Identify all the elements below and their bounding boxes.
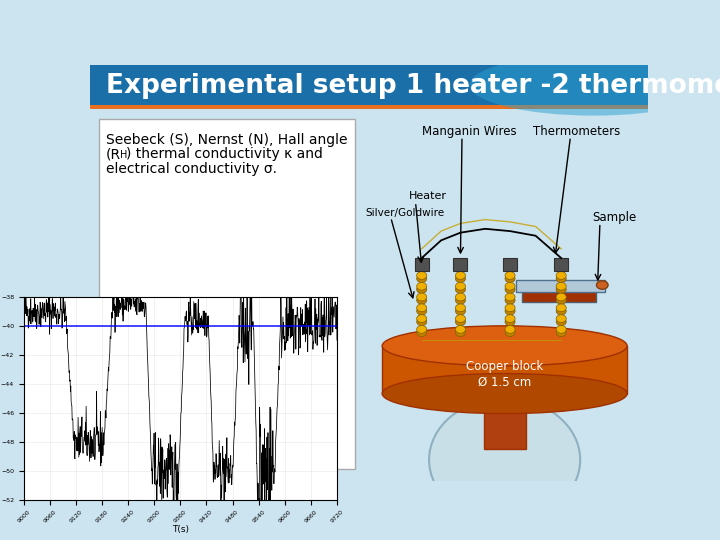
Ellipse shape [456, 318, 466, 326]
Ellipse shape [417, 329, 427, 336]
Ellipse shape [556, 326, 566, 333]
Bar [503, 258, 517, 271]
Bar [554, 258, 568, 271]
Text: Manganin Wires: Manganin Wires [423, 125, 517, 138]
Ellipse shape [556, 293, 566, 301]
Bar [415, 258, 428, 271]
Text: (R: (R [106, 147, 121, 161]
Ellipse shape [505, 272, 515, 279]
Ellipse shape [456, 329, 466, 336]
Text: electrical conductivity σ.: electrical conductivity σ. [106, 162, 276, 176]
Ellipse shape [556, 318, 566, 326]
Bar [523, 287, 596, 302]
Ellipse shape [429, 398, 580, 522]
Ellipse shape [556, 272, 566, 279]
Ellipse shape [505, 282, 515, 290]
Bar [90, 105, 648, 110]
Ellipse shape [456, 326, 466, 333]
Bar [99, 119, 355, 469]
Ellipse shape [417, 296, 427, 304]
Ellipse shape [382, 326, 627, 366]
Text: Seebeck (S), Nernst (N), Hall angle: Seebeck (S), Nernst (N), Hall angle [106, 132, 347, 146]
Bar [516, 280, 606, 292]
Ellipse shape [505, 318, 515, 326]
Bar [90, 65, 648, 105]
Ellipse shape [456, 286, 466, 293]
Ellipse shape [417, 275, 427, 282]
Text: Heater: Heater [409, 191, 447, 201]
Ellipse shape [505, 286, 515, 293]
X-axis label: T(s): T(s) [172, 525, 189, 535]
Text: ) thermal conductivity κ and: ) thermal conductivity κ and [127, 147, 323, 161]
Ellipse shape [456, 272, 466, 279]
Ellipse shape [556, 282, 566, 290]
Ellipse shape [556, 315, 566, 322]
Text: H: H [120, 150, 127, 160]
Ellipse shape [596, 281, 608, 289]
Ellipse shape [417, 318, 427, 326]
Bar [484, 394, 526, 449]
Ellipse shape [505, 315, 515, 322]
Text: Thermometers: Thermometers [533, 125, 621, 138]
Ellipse shape [417, 315, 427, 322]
Ellipse shape [556, 275, 566, 282]
Ellipse shape [456, 296, 466, 304]
Ellipse shape [556, 286, 566, 293]
Ellipse shape [417, 304, 427, 312]
Ellipse shape [417, 282, 427, 290]
Ellipse shape [456, 275, 466, 282]
Ellipse shape [556, 307, 566, 315]
Text: Experimental setup 1 heater -2 thermometers: Experimental setup 1 heater -2 thermomet… [106, 73, 720, 99]
Ellipse shape [456, 304, 466, 312]
Ellipse shape [469, 54, 718, 116]
Ellipse shape [382, 374, 627, 414]
Bar [454, 258, 467, 271]
Ellipse shape [505, 296, 515, 304]
Ellipse shape [417, 326, 427, 333]
Ellipse shape [505, 326, 515, 333]
Text: Cooper block
Ø 1.5 cm: Cooper block Ø 1.5 cm [466, 360, 544, 388]
Ellipse shape [417, 307, 427, 315]
Ellipse shape [505, 275, 515, 282]
Ellipse shape [505, 304, 515, 312]
Ellipse shape [456, 307, 466, 315]
Ellipse shape [556, 304, 566, 312]
Ellipse shape [417, 293, 427, 301]
Ellipse shape [456, 315, 466, 322]
Ellipse shape [556, 329, 566, 336]
Ellipse shape [417, 272, 427, 279]
Ellipse shape [556, 296, 566, 304]
Ellipse shape [505, 307, 515, 315]
Ellipse shape [456, 293, 466, 301]
Text: Silver/Goldwire: Silver/Goldwire [365, 208, 444, 218]
Ellipse shape [417, 286, 427, 293]
Bar [382, 346, 627, 394]
Ellipse shape [505, 329, 515, 336]
Ellipse shape [505, 293, 515, 301]
Text: Sample: Sample [593, 211, 636, 224]
Ellipse shape [456, 282, 466, 290]
